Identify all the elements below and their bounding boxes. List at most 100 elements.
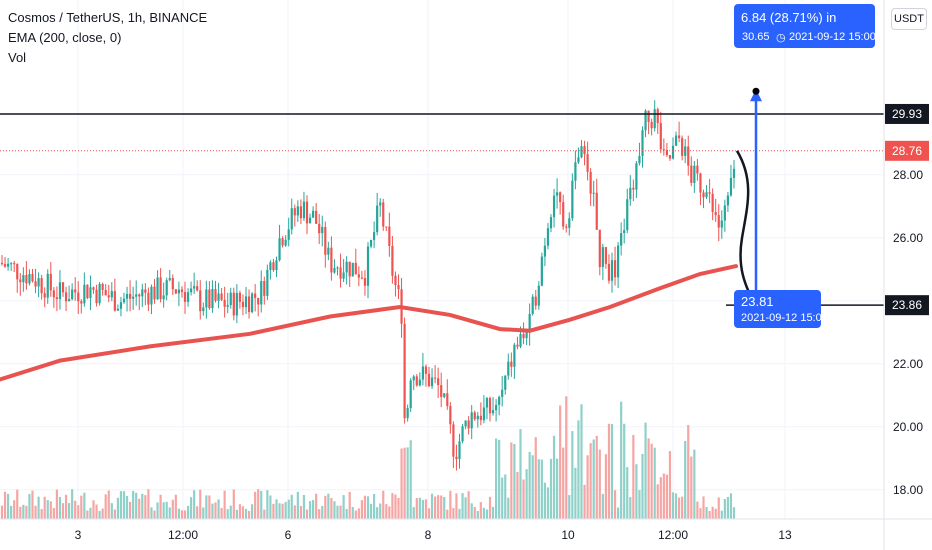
candle-body [77, 292, 80, 302]
volume-bar [223, 490, 226, 519]
candle-body [559, 192, 562, 203]
candle-body [16, 264, 19, 280]
candle-body [55, 297, 58, 300]
volume-bar [464, 497, 467, 519]
volume-legend[interactable]: Vol [8, 50, 27, 65]
candle-body [186, 292, 190, 302]
candle-body [531, 296, 534, 314]
volume-bar [397, 497, 400, 519]
volume-bar [373, 494, 376, 519]
candle-body [58, 282, 62, 300]
volume-bar [135, 492, 138, 519]
volume-bar [458, 508, 461, 519]
candle-body [141, 289, 144, 297]
volume-bar [211, 503, 214, 519]
projection-curve[interactable] [735, 150, 758, 308]
measure-bottom-callout[interactable]: 23.81 2021-09-12 15:00 [734, 290, 828, 328]
volume-bar [16, 489, 19, 519]
volume-bar [717, 497, 720, 519]
volume-bar [31, 490, 34, 519]
candle-body [235, 292, 238, 316]
volume-bar [681, 496, 684, 519]
volume-bar [434, 496, 437, 519]
time-axis[interactable]: 3 12:00 6 8 10 12:00 13 [75, 528, 792, 542]
candle-body [110, 291, 113, 298]
candle-body [180, 289, 184, 293]
candle-body [568, 218, 571, 228]
volume-bar [330, 498, 333, 519]
candle-body [571, 180, 574, 219]
candle-body [437, 378, 440, 386]
volume-bar [315, 493, 318, 519]
volume-bar [388, 506, 391, 519]
candle-body [507, 361, 510, 376]
volume-bars [0, 396, 736, 519]
candle-body [708, 192, 711, 194]
candle-body [107, 295, 110, 298]
candle-body [601, 247, 604, 268]
volume-bar [556, 458, 559, 519]
volume-bar [278, 503, 281, 519]
candle-body [299, 206, 302, 219]
measure-arrow[interactable] [750, 87, 762, 311]
volume-bar [37, 496, 40, 519]
volume-bar [638, 490, 641, 519]
price-axis[interactable]: 18.00 20.00 22.00 26.00 28.00 [893, 168, 923, 497]
volume-bar [617, 507, 620, 519]
candle-body [98, 283, 101, 304]
candle-body [68, 299, 71, 302]
measure-top-callout[interactable]: 6.84 (28.71%) in 30.65 ◷ 2021-09-12 15:0… [734, 4, 876, 48]
volume-bar [162, 502, 165, 519]
currency-label[interactable]: USDT [891, 8, 927, 30]
candle-body [635, 163, 638, 190]
volume-bar [202, 507, 205, 519]
candle-body [321, 226, 324, 234]
candle-body [132, 296, 135, 299]
volume-bar [305, 509, 309, 519]
volume-bar [293, 505, 296, 519]
volume-bar [440, 495, 443, 519]
volume-bar [568, 495, 571, 519]
candle-body [455, 456, 458, 460]
candle-body [342, 272, 345, 279]
candle-body [482, 407, 485, 421]
candle-body [681, 138, 684, 156]
volume-bar [623, 423, 626, 519]
candle-body [272, 262, 275, 271]
x-tick-label: 12:00 [658, 528, 688, 542]
volume-bar [302, 494, 306, 519]
candle-body [434, 377, 437, 379]
candle-body [394, 275, 397, 286]
volume-bar [144, 495, 147, 519]
volume-bar [251, 504, 254, 519]
volume-bar [507, 497, 510, 519]
candle-body [220, 293, 223, 300]
volume-bar [391, 493, 394, 519]
volume-bar [632, 435, 635, 519]
candle-body [525, 332, 528, 339]
candle-body [613, 260, 617, 278]
volume-bar [488, 496, 492, 519]
volume-bar [141, 493, 144, 519]
volume-bar [13, 500, 16, 519]
candle-body [653, 109, 656, 129]
volume-bar [549, 458, 553, 519]
volume-bar [513, 443, 516, 519]
candle-body [229, 292, 232, 306]
volume-bar [284, 501, 287, 519]
arrow-head-icon [750, 89, 762, 102]
candle-body [22, 275, 25, 283]
candle-body [153, 286, 156, 300]
candle-body [226, 305, 229, 307]
candle-body [95, 289, 98, 304]
ema-legend[interactable]: EMA (200, close, 0) [8, 30, 122, 45]
candle-body [40, 278, 43, 294]
symbol-title[interactable]: Cosmos / TetherUS, 1h, BINANCE [8, 10, 208, 25]
volume-bar [382, 490, 385, 519]
x-tick-label: 10 [561, 528, 575, 542]
candle-body [196, 286, 199, 291]
volume-bar [629, 497, 632, 519]
measure-end-point[interactable] [752, 87, 760, 95]
volume-bar [125, 496, 129, 519]
